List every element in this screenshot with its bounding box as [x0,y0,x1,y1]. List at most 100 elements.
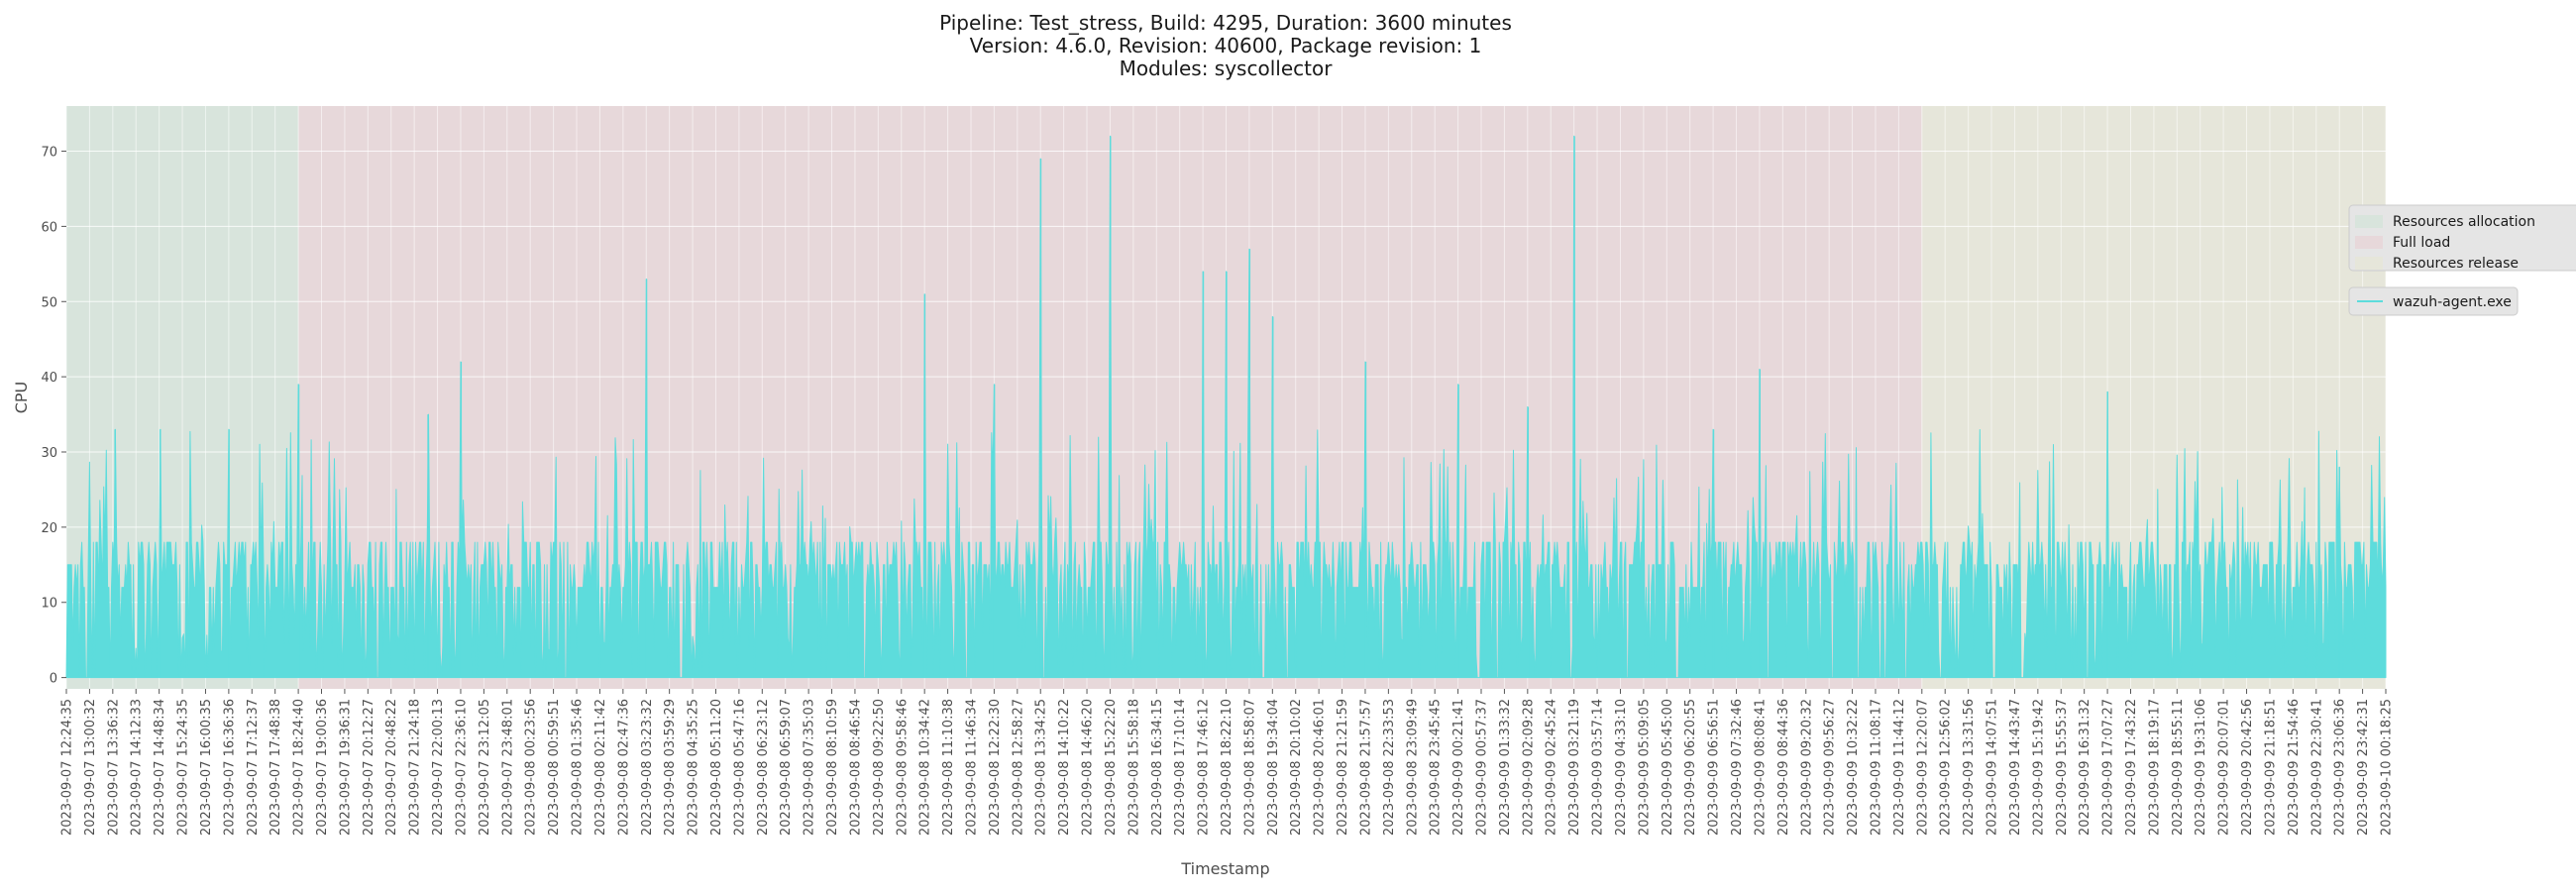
x-tick-label: 2023-09-08 15:22:20 [1104,699,1119,836]
phase-legend-box [2348,204,2576,272]
x-tick-label: 2023-09-07 23:48:01 [500,699,515,836]
x-tick-label: 2023-09-09 21:18:51 [2263,699,2278,836]
x-tick-label: 2023-09-08 04:35:25 [687,699,701,836]
x-tick-label: 2023-09-09 10:32:22 [1846,699,1861,836]
x-tick-label: 2023-09-09 16:31:32 [2078,699,2093,836]
x-tick-label: 2023-09-08 01:35:46 [571,699,586,836]
x-tick-label: 2023-09-08 20:46:01 [1313,699,1328,836]
x-tick-label: 2023-09-08 16:34:15 [1150,699,1165,836]
x-tick-label: 2023-09-07 21:24:18 [408,699,423,836]
x-tick-label: 2023-09-08 02:47:36 [616,699,631,836]
x-tick-label: 2023-09-08 17:46:12 [1197,699,1212,836]
legend: Resources allocation Full load Resources r… [2348,204,2576,316]
x-tick-label: 2023-09-08 13:34:25 [1034,699,1049,836]
x-tick-label: 2023-09-08 23:09:49 [1405,699,1420,836]
title-line-2: Version: 4.6.0, Revision: 40600, Package… [970,34,1482,57]
x-tick-label: 2023-09-07 16:36:36 [222,699,237,836]
x-tick-label: 2023-09-08 08:46:54 [848,699,863,836]
x-tick-label: 2023-09-08 05:47:16 [732,699,747,836]
series-legend-box [2348,286,2519,316]
x-tick-label: 2023-09-08 07:35:03 [803,699,817,836]
x-tick-label: 2023-09-08 05:11:20 [709,699,724,836]
x-tick-label: 2023-09-08 22:33:53 [1382,699,1397,836]
y-tick-label: 0 [50,672,57,687]
y-axis-label: CPU [12,382,31,414]
x-tick-label: 2023-09-07 20:48:22 [384,699,399,836]
x-tick-label: 2023-09-09 12:56:02 [1939,699,1954,836]
x-tick-label: 2023-09-07 17:12:37 [246,699,261,836]
x-tick-label: 2023-09-09 23:06:36 [2333,699,2348,836]
x-tick-label: 2023-09-09 11:08:17 [1870,699,1884,836]
x-tick-label: 2023-09-08 20:10:02 [1289,699,1304,836]
x-tick-label: 2023-09-08 08:10:59 [825,699,840,836]
x-tick-label: 2023-09-09 06:20:55 [1683,699,1698,836]
x-tick-label: 2023-09-09 03:21:19 [1567,699,1582,836]
x-tick-label: 2023-09-07 12:24:35 [60,699,75,836]
y-tick-label: 10 [41,597,57,612]
series-layer [65,135,2387,679]
x-tick-label: 2023-09-08 21:57:57 [1359,699,1374,836]
x-tick-label: 2023-09-08 02:11:42 [593,699,608,836]
x-tick-label: 2023-09-08 21:21:59 [1336,699,1350,836]
x-tick-label: 2023-09-09 08:08:41 [1753,699,1768,836]
x-tick-label: 2023-09-09 09:56:27 [1823,699,1838,836]
x-tick-label: 2023-09-09 19:31:06 [2194,699,2208,836]
x-tick-label: 2023-09-09 17:07:27 [2101,699,2116,836]
x-tick-label: 2023-09-07 20:12:27 [362,699,376,836]
title-line-1: Pipeline: Test_stress, Build: 4295, Dura… [939,11,1512,35]
y-tick-label: 20 [41,521,57,536]
x-tick-label: 2023-09-09 04:33:10 [1614,699,1629,836]
x-tick-label: 2023-09-09 14:43:47 [2008,699,2023,836]
y-tick-label: 50 [41,295,57,310]
x-tick-label: 2023-09-08 03:59:29 [663,699,678,836]
chart-title: Pipeline: Test_stress, Build: 4295, Dura… [939,11,1512,80]
title-line-3: Modules: syscollector [1120,56,1334,80]
x-tick-label: 2023-09-08 12:58:27 [1011,699,1025,836]
x-tick-label: 2023-09-07 15:24:35 [176,699,191,836]
x-tick-label: 2023-09-09 20:42:56 [2240,699,2255,836]
x-tick-label: 2023-09-09 03:57:14 [1591,699,1606,836]
x-tick-label: 2023-09-09 12:20:07 [1915,699,1930,836]
x-tick-label: 2023-09-08 03:23:32 [640,699,655,836]
x-tick-label: 2023-09-09 09:20:32 [1799,699,1814,836]
x-tick-label: 2023-09-08 14:46:20 [1081,699,1096,836]
x-tick-label: 2023-09-09 20:07:01 [2217,699,2232,836]
x-tick-label: 2023-09-09 07:32:46 [1730,699,1745,836]
x-tick-label: 2023-09-07 14:48:34 [153,699,167,836]
x-tick-label: 2023-09-07 14:12:33 [130,699,145,836]
x-tick-label: 2023-09-09 18:19:17 [2147,699,2162,836]
x-tick-label: 2023-09-09 22:30:41 [2309,699,2324,836]
x-tick-label: 2023-09-07 17:48:38 [268,699,283,836]
x-tick-label: 2023-09-07 18:24:40 [292,699,307,836]
x-tick-label: 2023-09-09 05:09:05 [1637,699,1652,836]
x-tick-label: 2023-09-08 14:10:22 [1057,699,1072,836]
x-tick-label: 2023-09-09 15:19:42 [2031,699,2046,836]
x-tick-label: 2023-09-09 02:09:28 [1521,699,1536,836]
x-tick-label: 2023-09-07 19:36:31 [338,699,353,836]
x-tick-label: 2023-09-08 15:58:18 [1127,699,1141,836]
x-tick-label: 2023-09-09 13:31:56 [1962,699,1977,836]
x-tick-label: 2023-09-08 19:34:04 [1266,699,1281,836]
legend-swatch [2355,215,2383,228]
legend-label: Resources allocation [2393,214,2535,230]
x-tick-label: 2023-09-09 00:21:41 [1451,699,1466,836]
x-tick-label: 2023-09-09 02:45:24 [1545,699,1559,836]
legend-label: Full load [2393,235,2450,251]
y-tick-label: 60 [41,220,57,235]
x-tick-label: 2023-09-08 18:22:10 [1220,699,1234,836]
x-tick-label: 2023-09-10 00:18:25 [2380,699,2395,836]
x-tick-label: 2023-09-08 09:58:46 [895,699,910,836]
x-tick-label: 2023-09-09 05:45:00 [1661,699,1675,836]
x-tick-label: 2023-09-08 10:34:42 [918,699,933,836]
x-tick-label: 2023-09-07 16:00:35 [199,699,214,836]
legend-swatch [2355,236,2383,249]
x-tick-label: 2023-09-09 01:33:32 [1498,699,1513,836]
x-tick-label: 2023-09-09 11:44:12 [1892,699,1907,836]
x-tick-label: 2023-09-09 23:42:31 [2356,699,2371,836]
x-axis-label: Timestamp [1180,859,1269,878]
x-tick-label: 2023-09-09 21:54:46 [2287,699,2302,836]
y-tick-label: 30 [41,446,57,461]
x-tick-label: 2023-09-09 17:43:22 [2124,699,2139,836]
